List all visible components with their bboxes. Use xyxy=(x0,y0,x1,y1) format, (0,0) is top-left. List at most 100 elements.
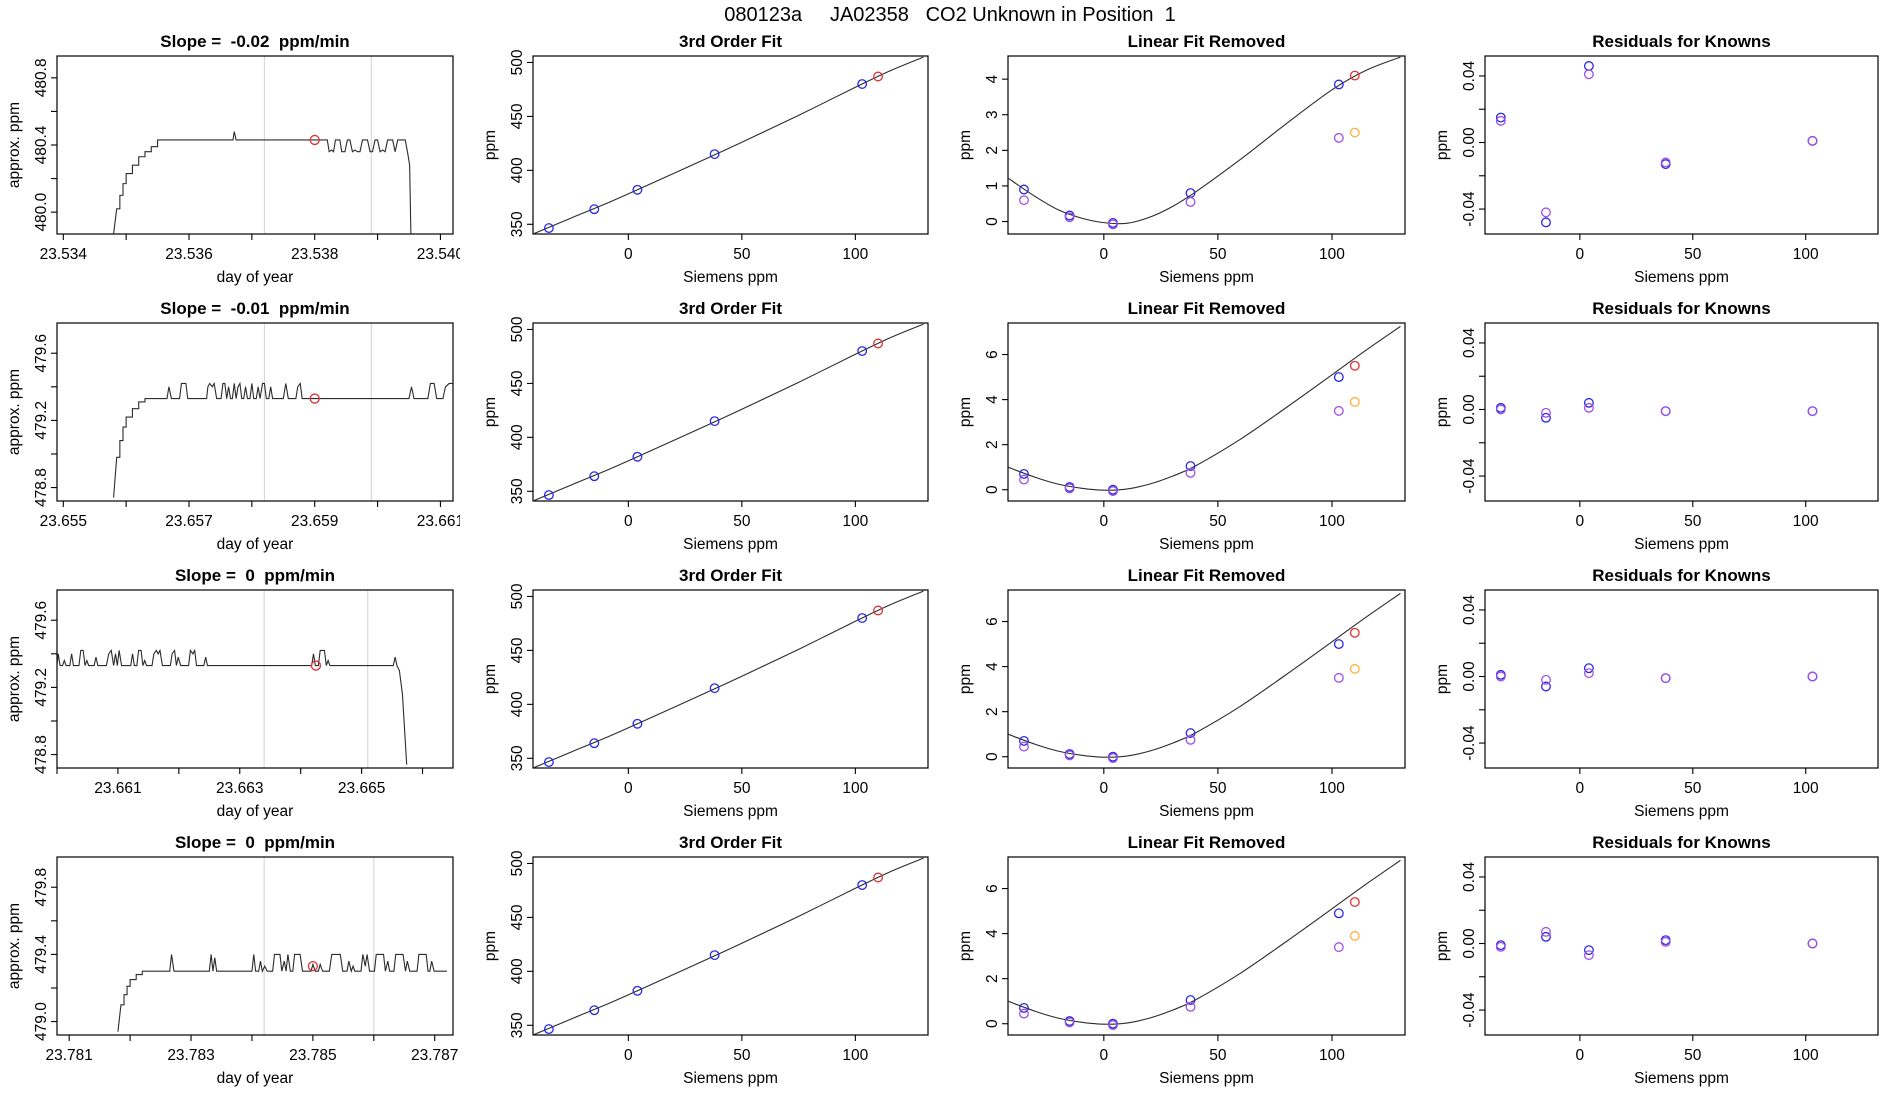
blue-data-point xyxy=(589,204,600,215)
x-tick-label: 23.540 xyxy=(417,246,460,263)
red-sample-marker xyxy=(310,660,322,671)
x-axis-label: day of year xyxy=(217,269,294,286)
panel-r3-residuals-for-knowns: 0 50 100 -0.04 0.00 0.04 Residuals for Knowns S… xyxy=(1434,566,1879,820)
red-data-point xyxy=(1349,360,1360,371)
blue-data-point xyxy=(1019,1003,1029,1013)
purple-data-point xyxy=(1660,936,1671,947)
y-tick-label: 4 xyxy=(984,395,1001,404)
panel-title: Slope = -0.02 ppm/min xyxy=(160,32,349,51)
x-tick-label: 23.534 xyxy=(40,246,88,263)
panel-r1-slope-timeseries: 23.534 23.536 23.538 23.540 480.0 480.4 480.8 S… xyxy=(6,32,460,286)
red-data-point xyxy=(1349,627,1360,638)
purple-data-point xyxy=(1064,483,1075,494)
plot-box xyxy=(532,856,929,1036)
y-tick-label: 500 xyxy=(509,49,526,75)
purple-data-point xyxy=(1064,750,1075,761)
purple-data-point xyxy=(1807,671,1818,682)
y-tick-label: 0 xyxy=(984,217,1001,226)
purple-data-point xyxy=(1019,741,1029,752)
purple-data-point xyxy=(1660,406,1671,417)
purple-data-point xyxy=(1107,753,1118,764)
x-axis-label: Siemens ppm xyxy=(1634,803,1729,820)
purple-data-point xyxy=(1064,212,1075,223)
x-tick-label: 50 xyxy=(733,513,751,530)
y-tick-label: 0.00 xyxy=(1461,394,1478,425)
purple-data-point xyxy=(1019,474,1029,485)
x-tick-label: 23.536 xyxy=(165,246,212,263)
fit-curve xyxy=(1008,859,1401,1025)
x-tick-label: 100 xyxy=(1319,1047,1345,1064)
y-tick-label: 4 xyxy=(984,74,1001,83)
y-tick-label: 400 xyxy=(509,691,526,717)
y-tick-label: 450 xyxy=(509,904,526,930)
panel-r3-slope-timeseries: 23.661 23.663 23.665 478.8 479.2 479.6 Slope =… xyxy=(6,566,454,820)
plot-box xyxy=(1007,322,1406,502)
fit-curve xyxy=(1008,56,1401,225)
purple-data-point xyxy=(1185,734,1196,745)
x-tick-label: 50 xyxy=(1209,513,1227,530)
purple-data-point xyxy=(1583,950,1594,961)
purple-data-point xyxy=(1495,404,1506,415)
orange-data-point xyxy=(1349,930,1360,941)
blue-data-point xyxy=(1541,217,1551,228)
blue-data-point xyxy=(709,683,720,694)
blue-data-point xyxy=(543,490,554,501)
y-tick-label: 350 xyxy=(509,211,526,237)
purple-data-point xyxy=(1107,486,1118,497)
y-tick-label: 400 xyxy=(509,157,526,183)
red-data-point xyxy=(1349,897,1360,908)
panel-title: 3rd Order Fit xyxy=(679,299,782,318)
y-tick-label: 0.00 xyxy=(1461,661,1478,692)
x-tick-label: 23.657 xyxy=(165,513,212,530)
panel-title: Linear Fit Removed xyxy=(1128,566,1286,585)
blue-data-point xyxy=(589,738,600,749)
x-tick-label: 100 xyxy=(1319,246,1345,263)
y-tick-label: 0 xyxy=(984,485,1001,494)
y-axis-label: ppm xyxy=(957,931,974,961)
x-tick-label: 0 xyxy=(1100,246,1109,263)
plot-row-4: 23.781 23.783 23.785 23.787 479.0 479.4 479.8 S… xyxy=(0,831,1900,1098)
x-tick-label: 23.663 xyxy=(216,780,263,797)
blue-data-point xyxy=(1333,908,1344,919)
y-tick-label: 478.8 xyxy=(33,735,50,774)
x-axis-label: Siemens ppm xyxy=(683,803,778,820)
y-tick-label: 450 xyxy=(509,103,526,129)
purple-data-point xyxy=(1019,1008,1029,1019)
plot-box xyxy=(56,322,454,502)
panel-r2-slope-timeseries: 23.655 23.657 23.659 23.661 478.8 479.2 479.6 S… xyxy=(6,299,460,553)
blue-data-point xyxy=(1583,61,1594,71)
x-axis-label: Siemens ppm xyxy=(683,269,778,286)
x-tick-label: 100 xyxy=(1793,1047,1819,1064)
x-tick-label: 100 xyxy=(1319,780,1345,797)
x-tick-label: 23.661 xyxy=(417,513,460,530)
y-tick-label: 3 xyxy=(984,110,1001,119)
plot-box xyxy=(1484,589,1879,769)
fit-curve xyxy=(533,857,924,1035)
x-tick-label: 0 xyxy=(1100,513,1109,530)
red-sample-marker xyxy=(309,393,320,404)
blue-data-point xyxy=(1541,681,1551,692)
plot-row-3: 23.661 23.663 23.665 478.8 479.2 479.6 Slope =… xyxy=(0,564,1900,831)
purple-data-point xyxy=(1583,668,1594,679)
blue-data-point xyxy=(1583,663,1594,674)
y-tick-label: 2 xyxy=(984,707,1001,716)
panel-r1-residuals-for-knowns: 0 50 100 -0.04 0.00 0.04 Residuals for Knowns S… xyxy=(1434,32,1879,286)
signal-trace xyxy=(113,381,453,498)
x-axis-label: Siemens ppm xyxy=(1634,536,1729,553)
purple-data-point xyxy=(1541,207,1551,218)
fit-curve xyxy=(533,590,924,768)
blue-data-point xyxy=(709,950,720,961)
purple-data-point xyxy=(1807,938,1818,949)
x-tick-label: 23.665 xyxy=(338,780,385,797)
panel-title: Linear Fit Removed xyxy=(1128,299,1286,318)
x-axis-label: Siemens ppm xyxy=(1634,1070,1729,1087)
red-data-point xyxy=(873,71,884,82)
x-tick-label: 0 xyxy=(624,246,633,263)
panel-r3-third-order-fit: 0 50 100 350 400 450 500 3rd Order Fit Siemens p… xyxy=(482,566,929,820)
plot-box xyxy=(56,589,454,769)
plot-box xyxy=(1484,856,1879,1036)
blue-data-point xyxy=(543,1024,554,1035)
y-tick-label: 480.0 xyxy=(33,192,50,231)
purple-data-point xyxy=(1185,467,1196,478)
purple-data-point xyxy=(1495,671,1506,682)
